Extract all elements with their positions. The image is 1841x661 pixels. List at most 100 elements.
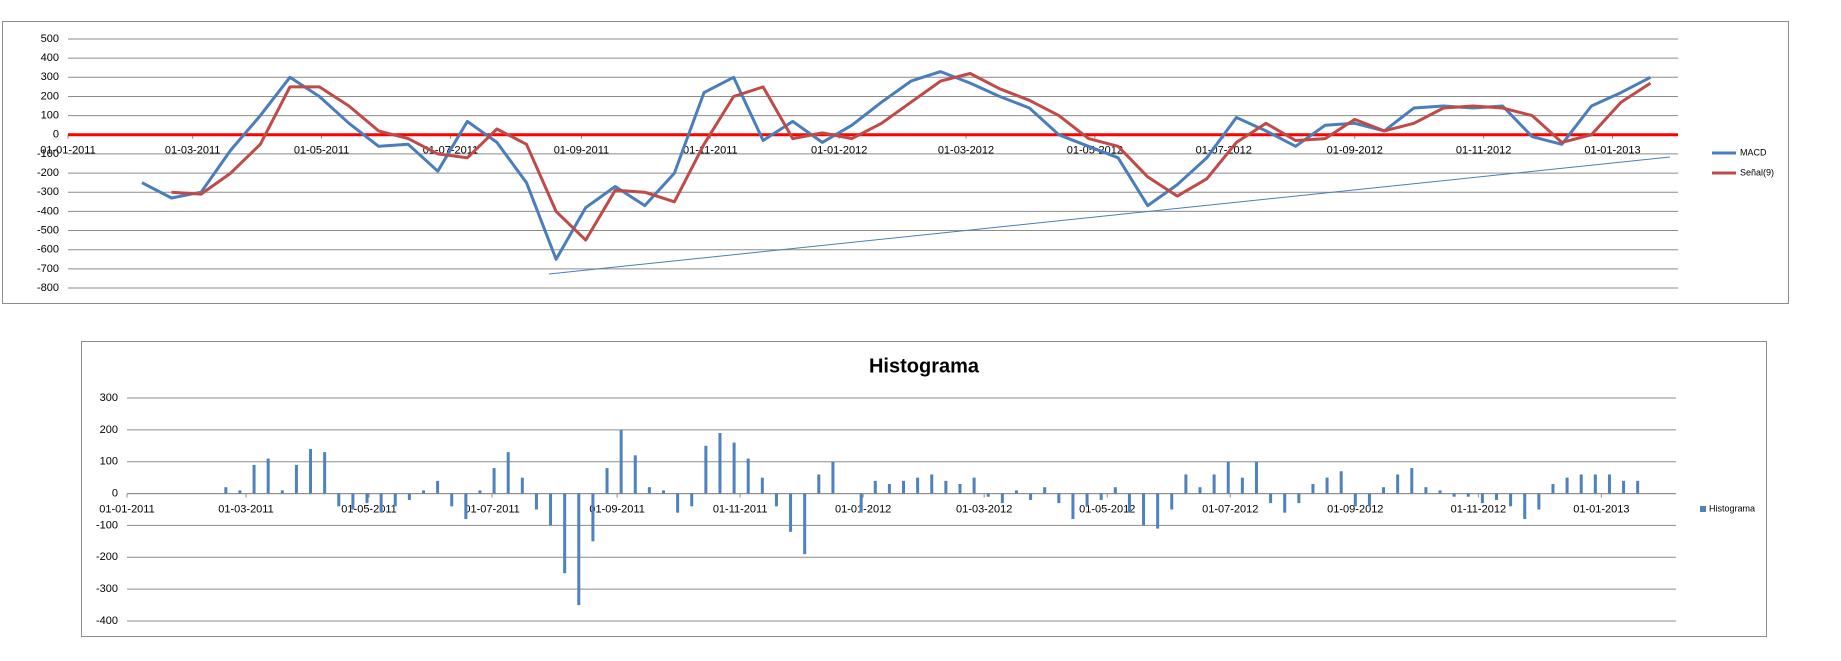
histogram-bar (323, 452, 327, 494)
histogram-bar (1198, 487, 1202, 494)
histogram-bar (591, 493, 595, 542)
histogram-bar (944, 480, 948, 494)
histogram-bar (1537, 493, 1541, 510)
histogram-bar (1099, 493, 1103, 500)
y-tick-label: -600 (37, 244, 59, 256)
histogram-bar (1142, 493, 1146, 526)
histogram-bar (294, 464, 298, 494)
y-tick-label: -300 (96, 583, 118, 595)
histogram-bar (1212, 474, 1216, 494)
x-tick-label: 01-09-2012 (1327, 145, 1383, 157)
histogram-bar (887, 484, 891, 494)
histogram-bar (421, 490, 425, 494)
y-tick-label: -300 (37, 186, 59, 198)
histogram-bar (1170, 493, 1174, 510)
histogram-bar (238, 490, 242, 494)
histogram-bar (1240, 477, 1244, 494)
histogram-bar (1579, 474, 1583, 494)
y-tick-label: -200 (96, 551, 118, 563)
macd-chart-frame (2, 21, 1789, 304)
x-tick-label: 01-01-2012 (811, 145, 867, 157)
series-line (171, 72, 1652, 242)
histogram-bar (1509, 493, 1513, 507)
histogram-bar (309, 448, 313, 494)
x-tick-label: 01-03-2011 (218, 503, 273, 515)
histogram-bar (1057, 493, 1061, 504)
histogram-bar (407, 493, 411, 500)
histogram-bar (1494, 493, 1498, 500)
histogram-bar (930, 474, 934, 494)
y-tick-label: 300 (100, 392, 118, 404)
histogram-bar (464, 493, 468, 520)
x-tick-label: 01-05-2011 (341, 503, 396, 515)
histogram-bar (690, 493, 694, 507)
histogram-bar (379, 493, 383, 513)
y-tick-label: 300 (41, 71, 59, 83)
x-tick-label: 01-09-2012 (1327, 503, 1383, 515)
histogram-bar (789, 493, 793, 532)
legend-swatch (1700, 506, 1706, 512)
x-tick-label: 01-11-2012 (1451, 503, 1506, 515)
y-tick-label: 0 (53, 129, 59, 141)
histogram-bar (1254, 461, 1258, 494)
y-tick-label: 200 (100, 424, 118, 436)
histogram-bar (1297, 493, 1301, 504)
histogram-bar (859, 493, 863, 513)
histogram-bar (817, 474, 821, 494)
histogram-bar (1071, 493, 1075, 520)
histogram-bar (1029, 493, 1033, 500)
x-tick-label: 01-01-2012 (835, 503, 891, 515)
histogram-bar (704, 445, 708, 494)
y-tick-label: 500 (41, 33, 59, 45)
histogram-bar (1353, 493, 1357, 507)
histogram-bar (1113, 487, 1117, 494)
x-tick-label: 01-09-2011 (554, 145, 609, 157)
histogram-bar (831, 461, 835, 494)
histogram-bar (351, 493, 355, 510)
x-tick-label: 01-07-2012 (1196, 145, 1252, 157)
histogram-bar (520, 477, 524, 494)
chart-title: Histograma (869, 355, 980, 377)
legend-label: Histograma (1709, 503, 1755, 513)
x-tick-label: 01-01-2011 (40, 145, 95, 157)
histogram-bar (633, 455, 637, 494)
histogram-bar (492, 468, 496, 494)
series-line (141, 70, 1652, 261)
x-tick-label: 01-03-2011 (165, 145, 220, 157)
x-tick-label: 01-01-2011 (99, 503, 154, 515)
histogram-bar (619, 429, 623, 494)
histogram-bar (549, 493, 553, 526)
histogram-bar (534, 493, 538, 510)
histogram-bar (1523, 493, 1527, 520)
histogram-bar (478, 490, 482, 494)
histogram-bar (1014, 490, 1018, 494)
macd-chart: -800 -700 -600 -500 -400 -300 -200 -100 0 100 200 3… (37, 33, 1774, 294)
x-tick-label: 01-11-2011 (683, 145, 738, 157)
histogram-bar (393, 493, 397, 507)
x-tick-label: 01-01-2013 (1573, 503, 1629, 515)
histogram-bar (1593, 474, 1597, 494)
histogram-bar (266, 458, 270, 494)
histogram-bar (337, 493, 341, 507)
y-tick-label: -400 (37, 205, 59, 217)
histogram-bar (224, 487, 228, 494)
legend-label: Señal(9) (1740, 167, 1774, 177)
histogram-bar (1466, 493, 1470, 497)
histogram-bar (1325, 477, 1329, 494)
histogram-bar (1396, 474, 1400, 494)
y-tick-label: -500 (37, 224, 59, 236)
histogram-bar (436, 480, 440, 494)
histogram-bar (662, 490, 666, 494)
x-tick-label: 01-03-2012 (938, 145, 994, 157)
histogram-bar (1043, 487, 1047, 494)
histogram-bar (563, 493, 567, 574)
histogram-bar (902, 480, 906, 494)
histogram-bar (718, 433, 722, 494)
histogram-bar (986, 493, 990, 497)
histogram-bar (972, 477, 976, 494)
histogram-bar (605, 468, 609, 494)
histogram-bar (958, 484, 962, 494)
y-tick-label: 400 (41, 52, 59, 64)
y-tick-label: -100 (96, 519, 118, 531)
